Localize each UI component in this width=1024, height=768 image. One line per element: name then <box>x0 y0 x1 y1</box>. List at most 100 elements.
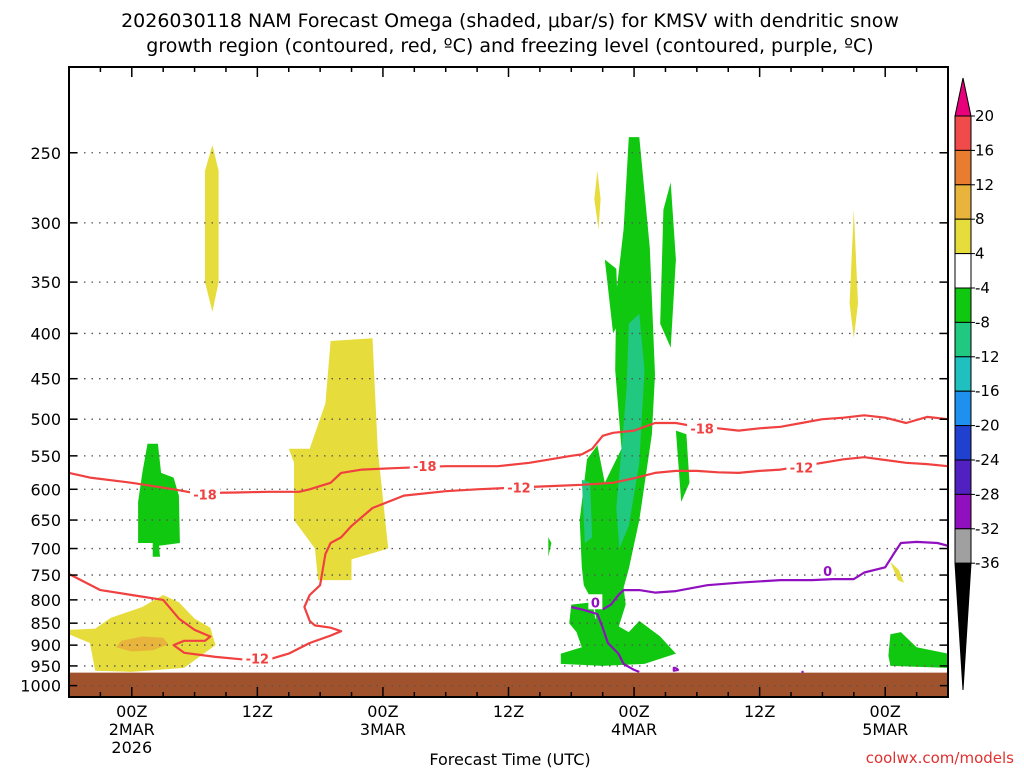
colorbar-top-arrow <box>954 77 972 117</box>
contour-label-0-1: -18 <box>413 460 437 475</box>
colorbar-label-10: -24 <box>975 451 1000 469</box>
omega-region-4 <box>849 209 858 339</box>
contour-label-bg-3-0 <box>820 562 835 578</box>
pressure-axis: 250 300 350 400 450 500 550 600 650 700 750 800 850 9… <box>20 144 948 696</box>
y-tick-label-1000: 1000 <box>20 677 61 696</box>
contour-label-bg-0-0 <box>190 486 221 502</box>
contour-label-bg-3-1 <box>588 594 603 610</box>
y-tick-label-750: 750 <box>30 566 61 585</box>
y-tick-label-900: 900 <box>30 636 61 655</box>
y-tick-label-700: 700 <box>30 540 61 559</box>
colorbar-label-13: -36 <box>975 554 1000 572</box>
x-tick-label-36-0: 12Z <box>493 702 524 721</box>
contour-label-1-0: -12 <box>246 653 270 668</box>
y-tick-label-400: 400 <box>30 324 61 343</box>
x-tick-label-72-0: 00Z <box>870 702 901 721</box>
y-tick-label-450: 450 <box>30 370 61 389</box>
y-tick-label-950: 950 <box>30 657 61 676</box>
omega-region-5 <box>890 562 904 583</box>
x-tick-label-0-1: 2MAR <box>109 720 155 739</box>
credit-text: coolwx.com/models <box>866 749 1014 767</box>
x-tick-label-0-0: 00Z <box>116 702 147 721</box>
contour-label-bg-1-2 <box>786 459 817 475</box>
contour-label-3-1: 0 <box>591 596 600 611</box>
y-tick-label-300: 300 <box>30 214 61 233</box>
contour-label-bg-1-0 <box>242 650 273 666</box>
omega-region-6 <box>594 170 601 230</box>
plot-frame <box>68 66 949 698</box>
omega-region-9 <box>660 182 676 348</box>
y-tick-label-250: 250 <box>30 144 61 163</box>
plot-area: -18 -18 -18 -12 -12 -12 0 0 <box>68 66 949 698</box>
x-tick-label-24-0: 00Z <box>367 702 398 721</box>
contour-label-3-0: 0 <box>823 565 832 580</box>
contour-label-bg-0-1 <box>409 458 440 474</box>
temperature-contours: -18 -18 -18 -12 -12 -12 0 0 <box>69 414 948 674</box>
colorbar-box-2 <box>954 149 972 186</box>
y-tick-label-350: 350 <box>30 273 61 292</box>
contour-label-1-2: -12 <box>790 462 814 477</box>
omega-region-12 <box>560 602 676 666</box>
colorbar-label-9: -20 <box>975 417 1000 435</box>
colorbar-label-5: -4 <box>975 279 990 297</box>
colorbar-bottom-arrow <box>954 562 972 691</box>
x-tick-label-48-1: 4MAR <box>611 720 657 739</box>
contour-2 <box>571 605 640 673</box>
x-tick-label-24-1: 3MAR <box>360 720 406 739</box>
colorbar-label-1: 16 <box>975 141 994 159</box>
colorbar-box-13 <box>954 528 972 564</box>
y-tick-label-500: 500 <box>30 410 61 429</box>
contour-1 <box>69 456 948 661</box>
omega-region-13 <box>548 537 552 557</box>
x-tick-label-48-0: 00Z <box>618 702 649 721</box>
colorbar-label-11: -28 <box>975 485 1000 503</box>
pressure-gridlines <box>69 152 948 687</box>
colorbar-box-4 <box>954 218 972 255</box>
y-tick-label-850: 850 <box>30 614 61 633</box>
chart-title-line1: 2026030118 NAM Forecast Omega (shaded, μ… <box>121 10 899 32</box>
contour-4 <box>672 666 680 672</box>
y-tick-label-800: 800 <box>30 591 61 610</box>
omega-region-1 <box>288 338 389 581</box>
omega-region-10 <box>604 259 619 334</box>
omega-region-7 <box>138 443 180 557</box>
colorbar-box-3 <box>954 184 972 220</box>
colorbar-box-5 <box>954 253 972 289</box>
y-tick-label-650: 650 <box>30 511 61 530</box>
y-tick-label-600: 600 <box>30 480 61 499</box>
x-tick-label-72-1: 5MAR <box>862 720 908 739</box>
colorbar-label-3: 8 <box>975 210 985 228</box>
contour-label-bg-1-1 <box>503 479 534 495</box>
omega-region-14 <box>888 632 948 668</box>
contour-0 <box>69 414 948 495</box>
contour-3 <box>602 540 948 611</box>
omega-region-0 <box>205 145 219 312</box>
colorbar-box-7 <box>954 321 972 358</box>
x-tick-label-0-2: 2026 <box>111 738 152 757</box>
colorbar-box-12 <box>954 493 972 530</box>
colorbar-label-4: 4 <box>975 245 985 263</box>
contour-label-0-0: -18 <box>193 488 217 503</box>
colorbar-box-1 <box>954 115 972 151</box>
omega-region-8 <box>579 137 655 635</box>
colorbar-box-9 <box>954 390 972 427</box>
omega-colorbar: 20 16 12 8 4 -4 -8 -12 -16 -20 -24 -28 -32 -36 <box>954 77 1000 691</box>
colorbar-label-2: 12 <box>975 176 994 194</box>
colorbar-box-11 <box>954 459 972 495</box>
chart-title-line2: growth region (contoured, red, ºC) and f… <box>146 35 873 57</box>
colorbar-label-0: 20 <box>975 107 994 125</box>
y-tick-label-550: 550 <box>30 447 61 466</box>
contour-label-1-1: -12 <box>507 481 531 496</box>
colorbar-box-10 <box>954 425 972 461</box>
omega-region-11 <box>675 430 690 502</box>
contour-label-bg-0-2 <box>687 420 718 436</box>
colorbar-box-6 <box>954 287 972 323</box>
colorbar-box-8 <box>954 356 972 392</box>
omega-shading <box>69 137 948 672</box>
contour-label-0-2: -18 <box>690 422 714 437</box>
colorbar-label-7: -12 <box>975 348 1000 366</box>
colorbar-label-8: -16 <box>975 382 1000 400</box>
x-tick-label-60-0: 12Z <box>744 702 775 721</box>
